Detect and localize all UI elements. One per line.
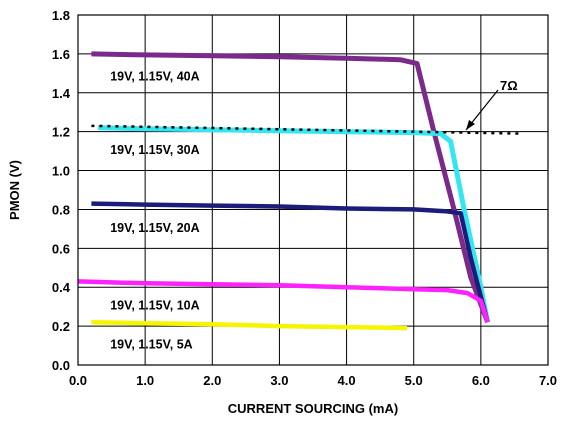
annotation-layer: 7Ω: [91, 78, 522, 135]
series-label-3: 19V, 1.15V, 20A: [110, 221, 199, 235]
x-tick-label: 3.0: [270, 373, 288, 388]
y-axis-title: PMON (V): [7, 160, 22, 220]
x-axis-title: CURRENT SOURCING (mA): [228, 401, 398, 416]
plot-frame: [77, 14, 549, 366]
y-tick-label: 0.2: [52, 319, 70, 334]
y-tick-label: 0.8: [52, 202, 70, 217]
x-tick-label: 4.0: [338, 373, 356, 388]
y-tick-label: 0.0: [52, 358, 70, 373]
y-tick-label: 1.6: [52, 47, 70, 62]
series-line-1: [91, 51, 490, 324]
series-label-4: 19V, 1.15V, 10A: [110, 299, 199, 313]
x-tick-label: 2.0: [203, 373, 221, 388]
y-tick-label: 1.0: [52, 164, 70, 179]
x-tick-label: 1.0: [136, 373, 154, 388]
series-label-5: 19V, 1.15V, 5A: [110, 338, 192, 352]
y-tick-label: 0.4: [52, 280, 71, 295]
y-tick-label: 1.8: [52, 8, 70, 23]
series-labels: 19V, 1.15V, 40A 19V, 1.15V, 30A 19V, 1.15V…: [110, 69, 199, 351]
x-tick-label: 6.0: [472, 373, 490, 388]
series-line-5: [91, 319, 408, 331]
annotation-label: 7Ω: [500, 78, 518, 93]
series-line-4: [77, 279, 490, 323]
x-axis-ticks: 0.0 1.0 2.0 3.0 4.0 5.0 6.0 7.0: [69, 373, 557, 388]
series-label-2: 19V, 1.15V, 30A: [110, 143, 199, 157]
y-tick-label: 0.6: [52, 241, 70, 256]
y-tick-label: 1.2: [52, 125, 70, 140]
x-tick-label: 0.0: [69, 373, 87, 388]
annotation-arrowhead: [466, 120, 475, 130]
x-tick-label: 7.0: [539, 373, 557, 388]
y-tick-label: 1.4: [52, 86, 71, 101]
y-axis-ticks: 0.0 0.2 0.4 0.6 0.8 1.0 1.2 1.4 1.6 1.8: [52, 8, 71, 373]
x-tick-label: 5.0: [405, 373, 423, 388]
series-label-1: 19V, 1.15V, 40A: [110, 69, 199, 83]
series-line-3: [91, 201, 490, 323]
